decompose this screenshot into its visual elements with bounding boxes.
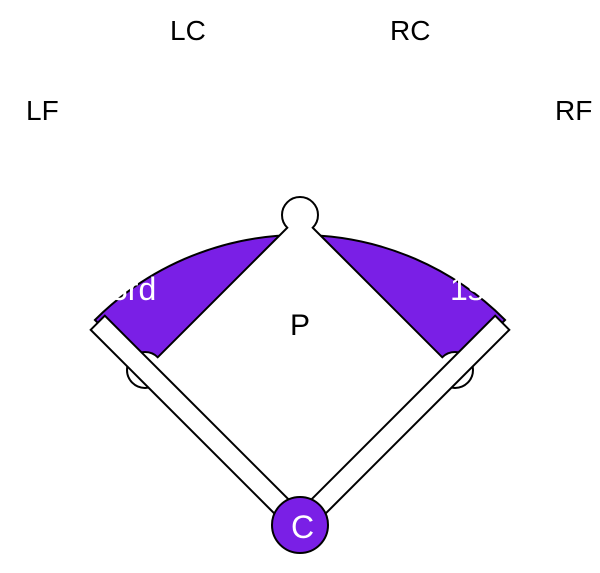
position-label-2b: 2nd — [380, 166, 433, 202]
position-label-3b: 3rd — [110, 271, 156, 307]
position-label-lf: LF — [26, 95, 59, 126]
infield-diamond — [127, 197, 473, 543]
position-label-p: P — [290, 309, 310, 342]
position-label-rf: RF — [555, 95, 592, 126]
position-label-lc: LC — [170, 15, 206, 46]
baseball-field-diagram: LF LC RC RF SS 2nd 3rd 1st P C — [0, 0, 600, 573]
position-label-c: C — [291, 509, 314, 545]
position-label-rc: RC — [390, 15, 430, 46]
position-label-1b: 1st — [450, 271, 493, 307]
position-label-ss: SS — [190, 166, 233, 202]
